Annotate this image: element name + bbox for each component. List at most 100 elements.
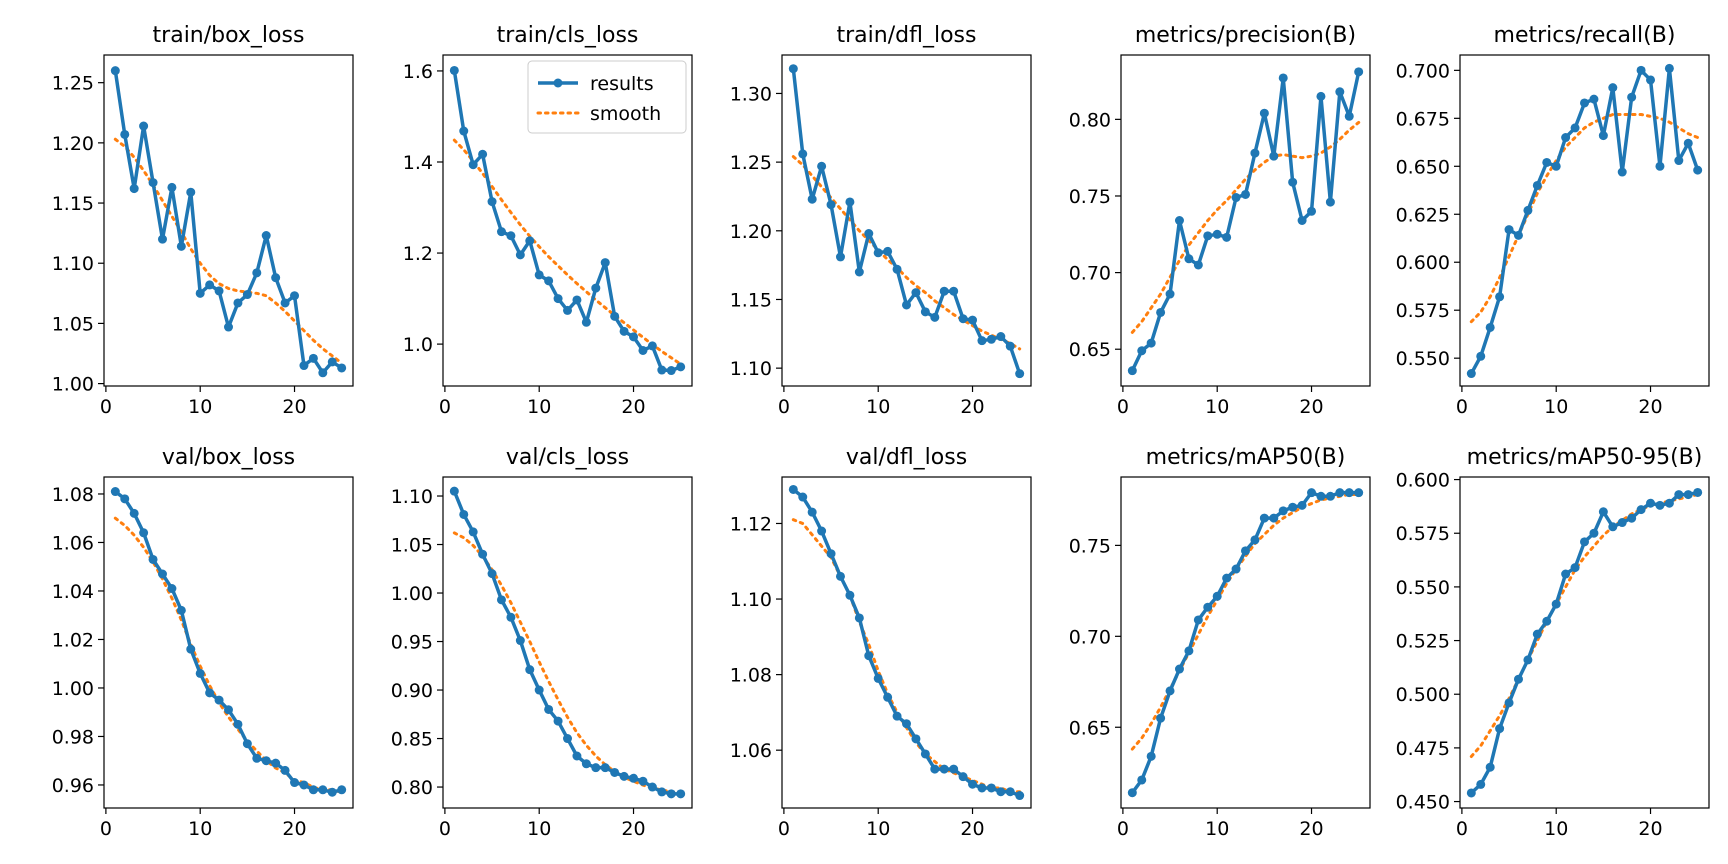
data-point [1580,537,1589,547]
y-tick-label: 0.70 [1069,626,1111,648]
data-point [1693,165,1703,175]
data-point [1127,788,1137,798]
data-point [807,194,817,204]
data-point [610,311,620,321]
data-point [798,492,808,502]
data-point [496,595,506,605]
data-point [902,719,911,729]
data-point [449,65,459,75]
data-point [534,685,544,695]
data-point [1184,254,1194,264]
smooth-line [1469,112,1700,324]
data-point [195,288,205,298]
results-points [1127,488,1364,798]
subplot-title: val/dfl_loss [846,445,967,470]
smooth-line [791,518,1022,794]
data-point [139,121,149,131]
data-point [214,695,224,705]
axes-frame [1459,476,1710,809]
data-point [544,704,554,714]
data-point [1288,177,1298,187]
y-tick-label: 1.20 [52,133,94,155]
data-point [788,64,798,74]
data-point [233,298,243,308]
data-point [487,197,497,207]
data-point [1278,506,1288,516]
y-tick-label: 1.10 [52,253,94,275]
data-point [271,758,281,768]
data-point [986,783,996,793]
data-point [1655,161,1665,171]
data-point [1184,646,1194,656]
x-tick-label: 10 [188,396,212,418]
data-point [572,295,582,305]
x-tick-label: 0 [1117,396,1129,418]
data-point [1504,698,1514,708]
data-point [261,756,271,766]
legend: results smooth [527,60,687,134]
data-point [930,764,940,774]
data-point [1655,500,1665,510]
data-point [205,280,215,290]
subplot-title: train/dfl_loss [837,23,977,48]
data-point [148,554,158,564]
data-point [996,332,1006,342]
data-point [308,353,318,363]
y-tick-label: 1.12 [730,513,772,535]
data-point [148,178,158,188]
y-tick-label: 1.00 [52,678,94,700]
data-point [845,590,855,600]
data-point [1165,686,1175,696]
data-point [1212,591,1222,601]
data-point [290,291,300,301]
data-point [1542,616,1552,626]
data-point [854,613,864,623]
data-point [1617,518,1627,528]
data-point [1165,289,1175,299]
data-point [186,644,196,654]
data-point [1344,488,1354,498]
data-point [1636,65,1646,75]
x-tick-label: 10 [1205,396,1229,418]
data-point [1354,488,1364,498]
data-point [1297,216,1307,225]
data-point [1504,225,1514,235]
data-point [176,605,186,615]
y-tick-label: 1.06 [730,740,772,762]
data-point [581,317,591,327]
x-tick-label: 20 [621,818,645,840]
x-tick-label: 0 [439,818,451,840]
x-tick-label: 0 [1456,396,1468,418]
results-points [110,66,347,378]
data-point [1259,108,1269,118]
data-point [920,749,930,759]
y-tick-label: 1.04 [52,581,94,603]
data-point [167,182,177,192]
axes-frame [442,54,693,387]
data-point [930,312,940,322]
data-point [591,283,601,293]
y-tick-label: 0.700 [1396,60,1450,82]
data-point [478,549,488,559]
data-point [1250,535,1260,545]
subplot-title: metrics/precision(B) [1135,23,1356,48]
data-point [1495,724,1505,734]
data-point [1598,131,1608,141]
data-point [1532,180,1542,190]
y-tick-label: 1.20 [730,221,772,243]
data-point [449,486,459,496]
y-tick-label: 1.2 [403,243,433,265]
data-point [1015,369,1025,379]
y-tick-label: 0.65 [1069,339,1111,361]
data-point [647,341,657,351]
data-point [1513,674,1523,684]
data-point [1316,91,1326,101]
data-point [911,734,921,744]
data-point [600,763,610,773]
data-point [233,719,243,729]
data-point [902,300,911,310]
data-point [1523,205,1533,215]
subplot-title: train/cls_loss [497,23,639,48]
data-point [1203,231,1213,241]
data-point [120,129,130,139]
